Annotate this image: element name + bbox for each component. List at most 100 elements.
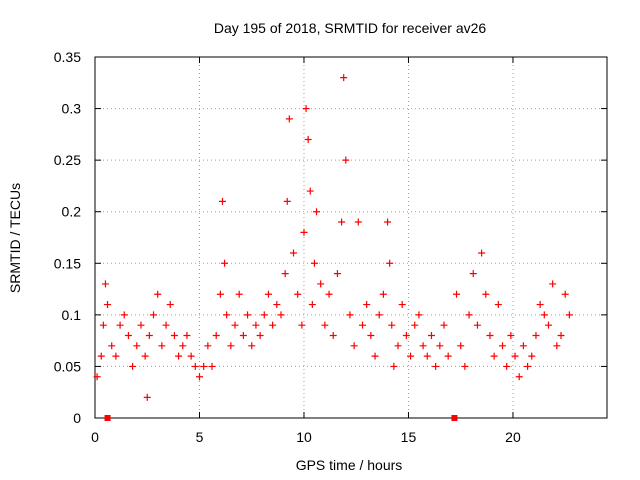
data-point <box>354 218 362 226</box>
data-point <box>444 352 452 360</box>
data-point <box>557 331 565 339</box>
data-point <box>432 362 440 370</box>
data-point <box>200 362 208 370</box>
data-point <box>371 352 379 360</box>
data-point <box>218 197 226 205</box>
data-point <box>375 311 383 319</box>
data-point <box>415 311 423 319</box>
y-tick-label: 0.1 <box>62 307 82 323</box>
gap-marks <box>104 415 458 421</box>
data-point <box>565 311 573 319</box>
data-point <box>350 342 358 350</box>
data-point <box>281 270 289 278</box>
grid <box>95 57 607 418</box>
data-point <box>394 342 402 350</box>
data-point <box>260 311 268 319</box>
data-point <box>158 342 166 350</box>
data-point <box>175 352 183 360</box>
data-point <box>294 290 302 298</box>
data-point <box>532 331 540 339</box>
data-point <box>469 270 477 278</box>
y-tick-label: 0.35 <box>54 49 81 65</box>
data-point <box>273 301 281 309</box>
data-point <box>120 311 128 319</box>
data-point <box>187 352 195 360</box>
data-point <box>269 321 277 329</box>
data-point <box>154 290 162 298</box>
x-tick-label: 5 <box>196 429 204 445</box>
data-point <box>191 362 199 370</box>
data-point <box>540 311 548 319</box>
data-point <box>124 331 132 339</box>
data-point <box>398 301 406 309</box>
data-point <box>519 342 527 350</box>
x-tick-label: 10 <box>296 429 312 445</box>
data-point <box>244 311 252 319</box>
data-point <box>141 352 149 360</box>
x-tick-label: 15 <box>401 429 417 445</box>
gap-marker <box>451 415 458 421</box>
data-point <box>553 342 561 350</box>
data-point <box>358 321 366 329</box>
data-point <box>436 342 444 350</box>
chart-title: Day 195 of 2018, SRMTID for receiver av2… <box>214 20 487 36</box>
data-point <box>256 331 264 339</box>
data-point <box>150 311 158 319</box>
data-point <box>162 321 170 329</box>
data-point <box>390 362 398 370</box>
data-point <box>298 321 306 329</box>
data-point <box>300 228 308 236</box>
data-point <box>313 208 321 216</box>
data-point <box>453 290 461 298</box>
scatter-series <box>93 74 573 401</box>
data-point <box>423 352 431 360</box>
data-point <box>290 249 298 257</box>
y-tick-label: 0.15 <box>54 255 81 271</box>
data-point <box>333 270 341 278</box>
data-point <box>97 352 105 360</box>
y-axis-label: SRMTID / TECUs <box>7 183 23 293</box>
data-point <box>317 280 325 288</box>
data-point <box>511 352 519 360</box>
data-point <box>99 321 107 329</box>
data-point <box>93 373 101 381</box>
data-point <box>170 331 178 339</box>
data-point <box>561 290 569 298</box>
data-point <box>252 321 260 329</box>
data-point <box>183 331 191 339</box>
data-point <box>308 301 316 309</box>
data-point <box>494 301 502 309</box>
data-point <box>325 290 333 298</box>
data-point <box>129 362 137 370</box>
data-point <box>427 331 435 339</box>
data-point <box>419 342 427 350</box>
data-point <box>346 311 354 319</box>
data-point <box>283 197 291 205</box>
data-point <box>235 290 243 298</box>
y-tick-label: 0.25 <box>54 152 81 168</box>
data-point <box>248 342 256 350</box>
data-point <box>478 249 486 257</box>
data-point <box>285 115 293 123</box>
data-point <box>507 331 515 339</box>
y-tick-label: 0.05 <box>54 358 81 374</box>
data-point <box>137 321 145 329</box>
y-tick-label: 0.2 <box>62 204 82 220</box>
data-point <box>457 342 465 350</box>
data-point <box>212 331 220 339</box>
data-point <box>116 321 124 329</box>
data-point <box>204 342 212 350</box>
data-point <box>524 362 532 370</box>
data-point <box>277 311 285 319</box>
data-point <box>231 321 239 329</box>
axis-ticks: 0 0.05 0.1 0.15 0.2 0.25 0.3 0.35 0 5 10 15 20 <box>54 49 607 445</box>
data-point <box>145 331 153 339</box>
data-point <box>208 362 216 370</box>
data-point <box>486 331 494 339</box>
data-point <box>340 74 348 82</box>
data-point <box>407 352 415 360</box>
data-point <box>104 301 112 309</box>
data-point <box>482 290 490 298</box>
data-point <box>223 311 231 319</box>
